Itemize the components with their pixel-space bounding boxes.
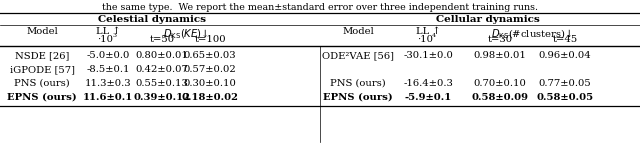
- Text: $D_{\mathrm{KS}}$(#clusters)↓: $D_{\mathrm{KS}}$(#clusters)↓: [491, 27, 573, 41]
- Text: t=45: t=45: [552, 35, 578, 44]
- Text: 0.55±0.13: 0.55±0.13: [136, 79, 188, 88]
- Text: LL ↑: LL ↑: [95, 27, 120, 36]
- Text: 4: 4: [432, 33, 436, 38]
- Text: PNS (ours): PNS (ours): [330, 79, 386, 88]
- Text: 0.98±0.01: 0.98±0.01: [474, 51, 527, 60]
- Text: t=100: t=100: [194, 35, 226, 44]
- Text: EPNS (ours): EPNS (ours): [323, 93, 393, 102]
- Text: PNS (ours): PNS (ours): [14, 79, 70, 88]
- Text: ODE²VAE [56]: ODE²VAE [56]: [322, 51, 394, 60]
- Text: Celestial dynamics: Celestial dynamics: [98, 15, 206, 24]
- Text: NSDE [26]: NSDE [26]: [15, 51, 69, 60]
- Text: 11.6±0.1: 11.6±0.1: [83, 93, 133, 102]
- Text: t=30: t=30: [488, 35, 513, 44]
- Text: 11.3±0.3: 11.3±0.3: [84, 79, 131, 88]
- Text: -5.0±0.0: -5.0±0.0: [86, 51, 130, 60]
- Text: EPNS (ours): EPNS (ours): [7, 93, 77, 102]
- Text: t=50: t=50: [149, 35, 175, 44]
- Text: Model: Model: [26, 27, 58, 36]
- Text: 3: 3: [112, 33, 116, 38]
- Text: 0.57±0.02: 0.57±0.02: [184, 65, 236, 74]
- Text: the same type.  We report the mean±standard error over three independent trainin: the same type. We report the mean±standa…: [102, 3, 538, 12]
- Text: Cellular dynamics: Cellular dynamics: [436, 15, 540, 24]
- Text: Model: Model: [342, 27, 374, 36]
- Text: $D_{\mathrm{KS}}$$(KE)$↓: $D_{\mathrm{KS}}$$(KE)$↓: [163, 27, 209, 41]
- Text: 0.70±0.10: 0.70±0.10: [474, 79, 527, 88]
- Text: 0.77±0.05: 0.77±0.05: [539, 79, 591, 88]
- Text: LL ↑: LL ↑: [415, 27, 440, 36]
- Text: 0.65±0.03: 0.65±0.03: [184, 51, 236, 60]
- Text: 0.42±0.07: 0.42±0.07: [136, 65, 188, 74]
- Text: -30.1±0.0: -30.1±0.0: [403, 51, 453, 60]
- Text: 0.39±0.12: 0.39±0.12: [134, 93, 191, 102]
- Text: iGPODE [57]: iGPODE [57]: [10, 65, 74, 74]
- Text: 0.18±0.02: 0.18±0.02: [182, 93, 239, 102]
- Text: 0.96±0.04: 0.96±0.04: [539, 51, 591, 60]
- Text: 0.80±0.01: 0.80±0.01: [136, 51, 188, 60]
- Text: 0.58±0.05: 0.58±0.05: [536, 93, 593, 102]
- Text: ·10: ·10: [97, 35, 113, 44]
- Text: -16.4±0.3: -16.4±0.3: [403, 79, 453, 88]
- Text: 0.30±0.10: 0.30±0.10: [184, 79, 236, 88]
- Text: 0.58±0.09: 0.58±0.09: [472, 93, 529, 102]
- Text: ·10: ·10: [417, 35, 433, 44]
- Text: -5.9±0.1: -5.9±0.1: [404, 93, 452, 102]
- Text: -8.5±0.1: -8.5±0.1: [86, 65, 130, 74]
